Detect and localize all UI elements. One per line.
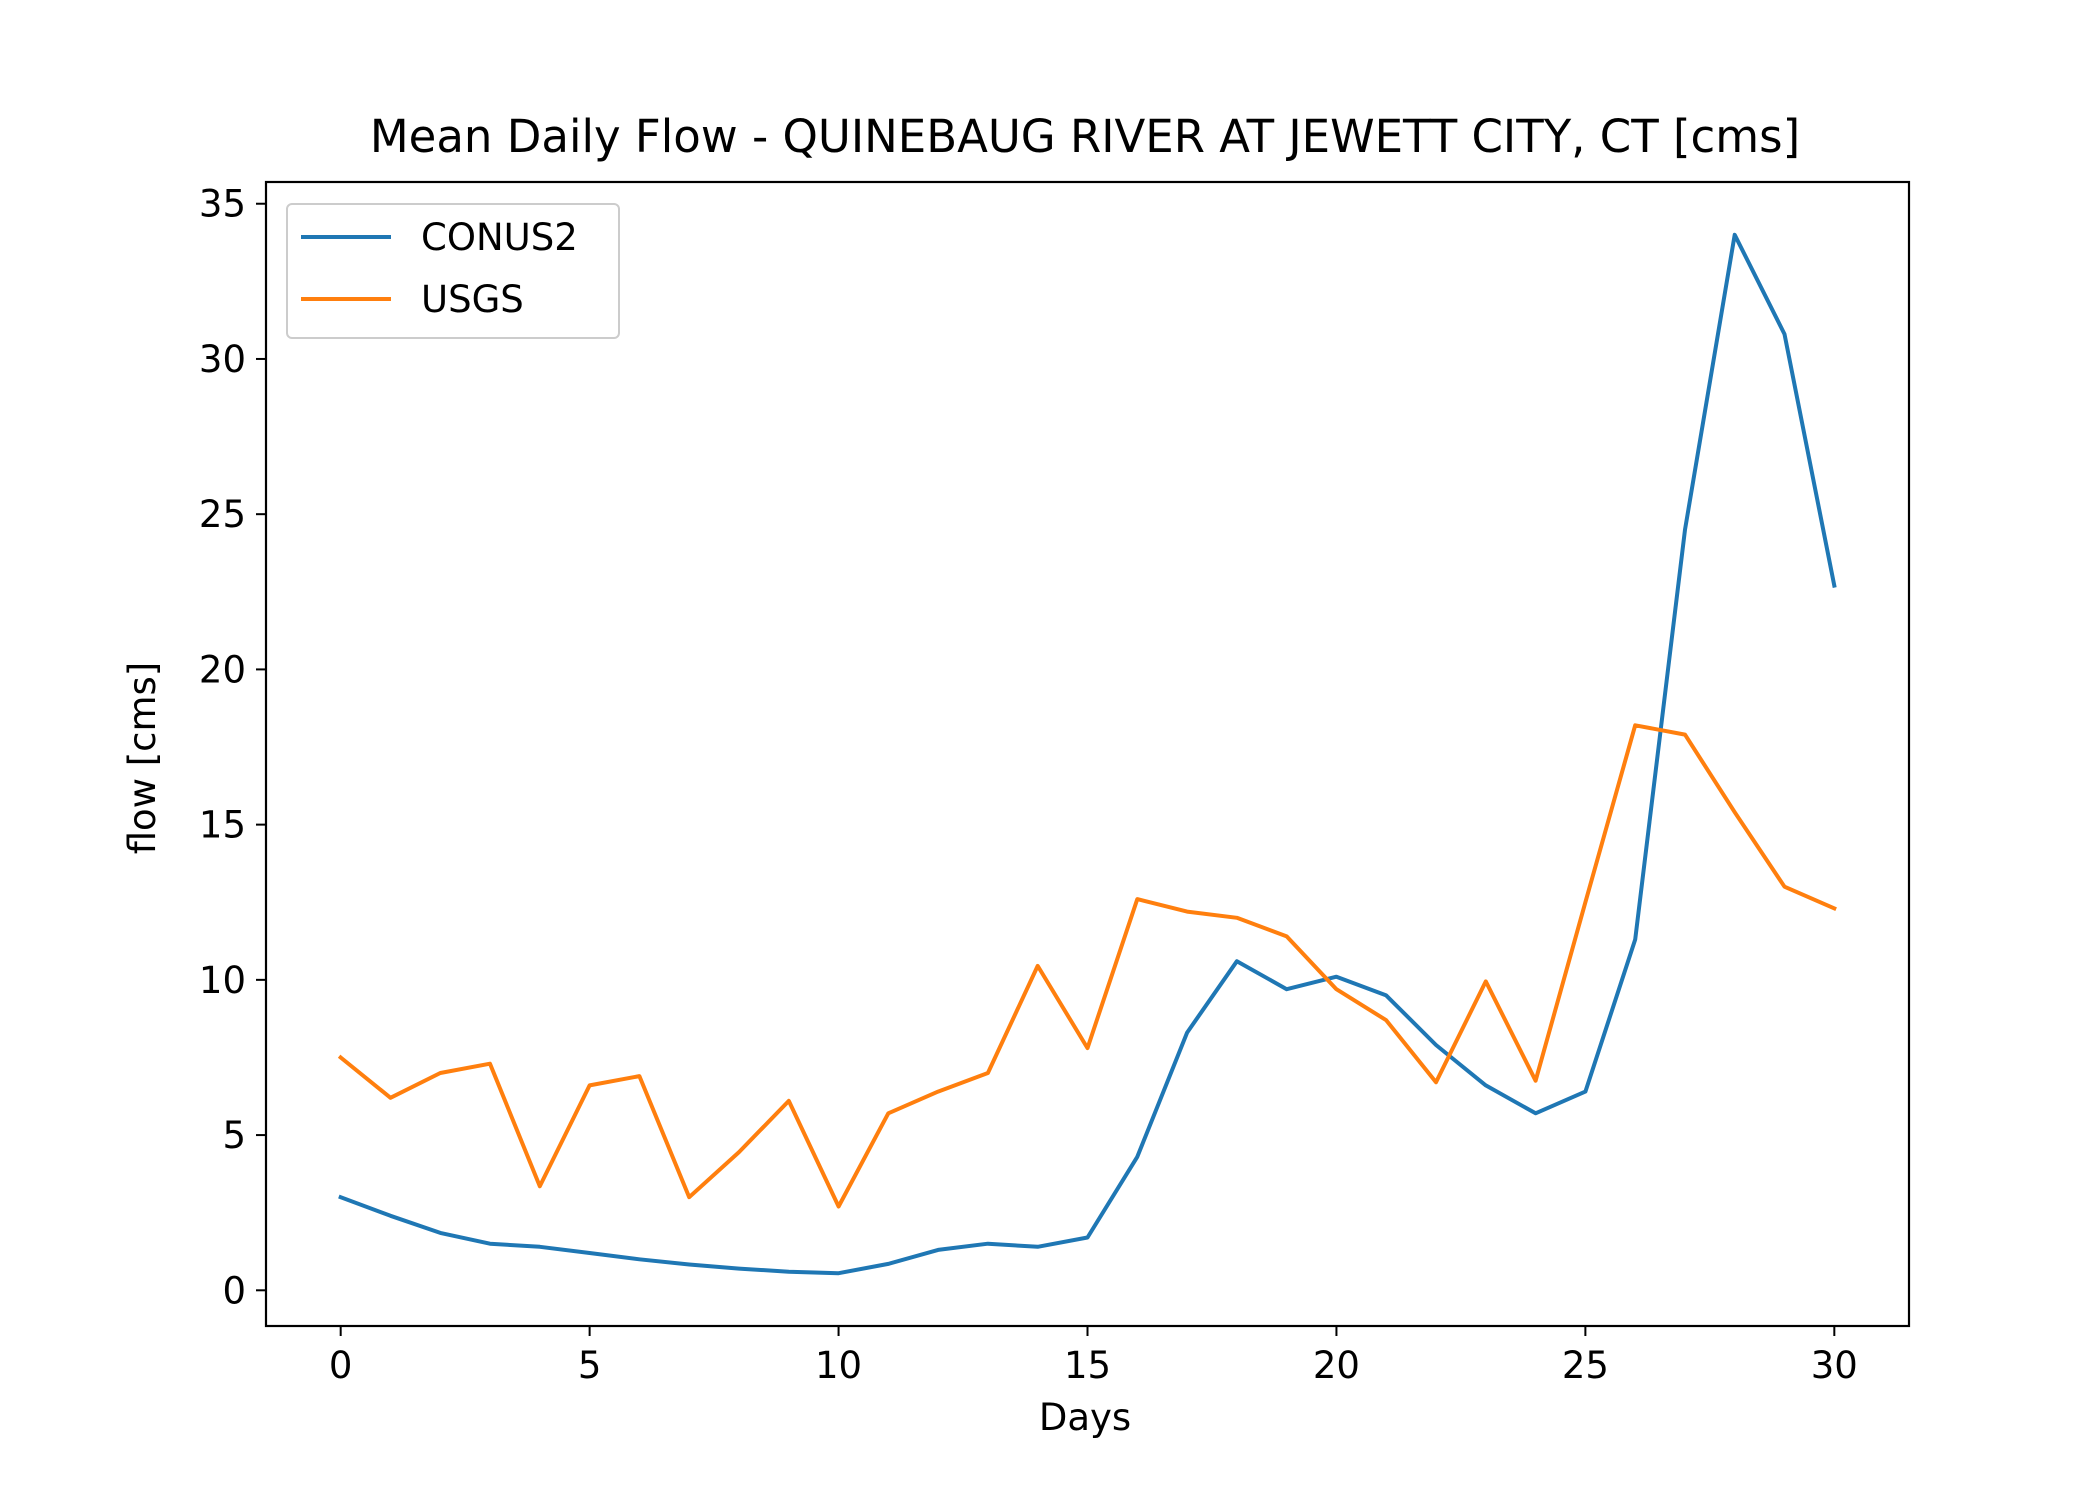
y-tick-label: 20 (199, 648, 246, 691)
series-line-conus2 (338, 232, 1837, 1276)
x-axis-label: Days (1039, 1396, 1131, 1439)
x-tick-label: 15 (1064, 1344, 1111, 1387)
x-tick-label: 25 (1562, 1344, 1609, 1387)
x-tick-label: 10 (815, 1344, 862, 1387)
x-tick-label: 5 (578, 1344, 602, 1387)
y-tick-label: 35 (199, 183, 246, 226)
y-tick-label: 10 (199, 959, 246, 1002)
y-tick-label: 5 (222, 1114, 246, 1157)
x-tick-label: 20 (1313, 1344, 1360, 1387)
x-axis: 0 5 10 15 20 25 30 (329, 1326, 1858, 1387)
chart-title: Mean Daily Flow - QUINEBAUG RIVER AT JEW… (370, 110, 1800, 163)
series-line-usgs (337, 723, 1837, 1209)
y-tick-label: 15 (199, 804, 246, 847)
x-tick-label: 30 (1811, 1344, 1858, 1387)
y-axis: 0 5 10 15 20 25 30 35 (199, 183, 266, 1312)
y-axis-label: flow [cms] (121, 662, 164, 855)
legend-label-usgs: USGS (421, 278, 524, 321)
series-layer (337, 232, 1837, 1276)
legend: CONUS2 USGS (286, 203, 620, 339)
y-tick-label: 30 (199, 338, 246, 381)
y-tick-label: 25 (199, 493, 246, 536)
y-tick-label: 0 (222, 1269, 246, 1312)
legend-label-conus2: CONUS2 (421, 216, 578, 259)
x-tick-label: 0 (329, 1344, 353, 1387)
